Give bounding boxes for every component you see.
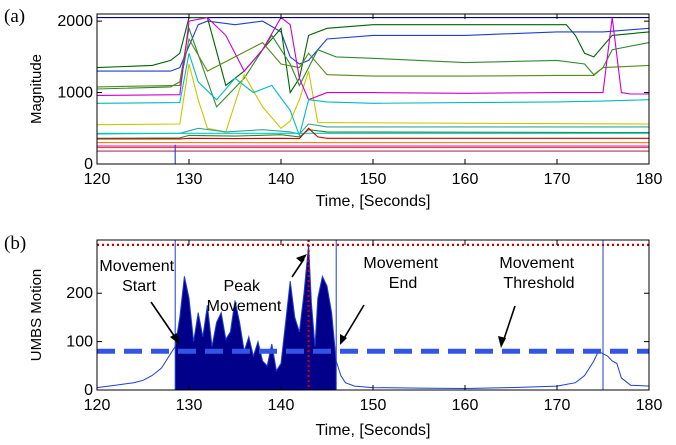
panel-b-xtick-label: 140 bbox=[268, 397, 295, 414]
panel-a-xtick-label: 180 bbox=[636, 171, 663, 188]
arrow-movement-start bbox=[150, 301, 178, 341]
panel-b-ylabel: UMBS Motion bbox=[28, 269, 45, 362]
annotation-movement-end: Movement End bbox=[363, 255, 442, 292]
panel-a-xtick-label: 120 bbox=[84, 171, 111, 188]
panel-a-xtick-label: 140 bbox=[268, 171, 295, 188]
panel-b-xticks: 120 130 140 150 160 170 180 bbox=[84, 240, 663, 414]
panel-a-series-line bbox=[96, 129, 650, 139]
panel-a-series-line bbox=[96, 53, 650, 138]
panel-a-series-line bbox=[96, 63, 650, 133]
panel-a-xlabel: Time, [Seconds] bbox=[315, 193, 430, 210]
annotation-movement-threshold-line2: Threshold bbox=[503, 275, 574, 292]
panel-b-xlabel: Time, [Seconds] bbox=[315, 422, 430, 439]
panel-a-xticks: 120 130 140 150 160 170 180 bbox=[84, 14, 663, 188]
panel-a-series-line bbox=[96, 123, 649, 135]
panel-a-yticks: 0 1000 2000 bbox=[57, 13, 649, 173]
annotation-movement-start: Movement Start bbox=[99, 258, 178, 295]
panel-a-frame bbox=[96, 13, 650, 165]
panel-b-xtick-label: 120 bbox=[84, 397, 111, 414]
panel-a-ylabel: Magnitude bbox=[28, 54, 45, 124]
panel-b-yticks: 0 100 200 bbox=[66, 285, 649, 399]
annotation-movement-end-line2: End bbox=[389, 275, 417, 292]
panel-a-series-line bbox=[97, 127, 649, 140]
annotation-movement-start-line2: Start bbox=[122, 278, 156, 295]
annotation-movement-threshold-line1: Movement bbox=[499, 255, 574, 272]
arrowhead-movement-threshold bbox=[498, 336, 506, 348]
annotation-peak-movement-line1: Peak bbox=[224, 278, 261, 295]
panel-a-label: (a) bbox=[4, 6, 25, 27]
panel-b-ytick-label: 100 bbox=[66, 334, 93, 351]
panel-b-xtick-label: 180 bbox=[636, 397, 663, 414]
panel-a-series-line bbox=[96, 37, 650, 88]
panel-a-series bbox=[96, 16, 650, 164]
annotation-movement-threshold: Movement Threshold bbox=[499, 255, 578, 292]
panel-b-label: (b) bbox=[4, 233, 26, 254]
panel-a: (a) 120 130 140 150 160 170 180 0 1000 2000 Time… bbox=[4, 6, 662, 210]
panel-a-ytick-label: 0 bbox=[84, 156, 93, 173]
motion-line bbox=[96, 244, 650, 390]
panel-b-xtick-label: 160 bbox=[452, 397, 479, 414]
annotation-movement-start-line1: Movement bbox=[99, 258, 174, 275]
panel-a-xtick-label: 160 bbox=[452, 171, 479, 188]
panel-a-xtick-label: 170 bbox=[544, 171, 571, 188]
panel-a-ytick-label: 1000 bbox=[57, 85, 93, 102]
arrowhead-movement-end bbox=[340, 334, 347, 345]
panel-b-ytick-label: 0 bbox=[84, 382, 93, 399]
panel-a-xtick-label: 130 bbox=[176, 171, 203, 188]
panel-a-xtick-label: 150 bbox=[360, 171, 387, 188]
annotation-peak-movement-line2: Movement bbox=[207, 298, 282, 315]
panel-b-xtick-label: 170 bbox=[544, 397, 571, 414]
annotation-movement-end-line1: Movement bbox=[363, 255, 438, 272]
arrow-movement-threshold bbox=[502, 305, 516, 343]
panel-b-ytick-label: 200 bbox=[66, 285, 93, 302]
panel-a-series-line bbox=[96, 17, 650, 95]
arrow-movement-end bbox=[342, 304, 365, 341]
panel-a-ytick-label: 2000 bbox=[57, 13, 93, 30]
panel-b-xtick-label: 150 bbox=[360, 397, 387, 414]
annotation-peak-movement: Peak Movement bbox=[207, 278, 282, 315]
arrowhead-peak-movement bbox=[296, 254, 307, 263]
panel-b: (b) 120 130 140 150 160 170 180 0 100 200 Time, … bbox=[4, 233, 662, 439]
arrowhead-movement-start bbox=[170, 333, 180, 345]
panel-a-series-line bbox=[97, 20, 650, 72]
panel-b-xtick-label: 130 bbox=[176, 397, 203, 414]
